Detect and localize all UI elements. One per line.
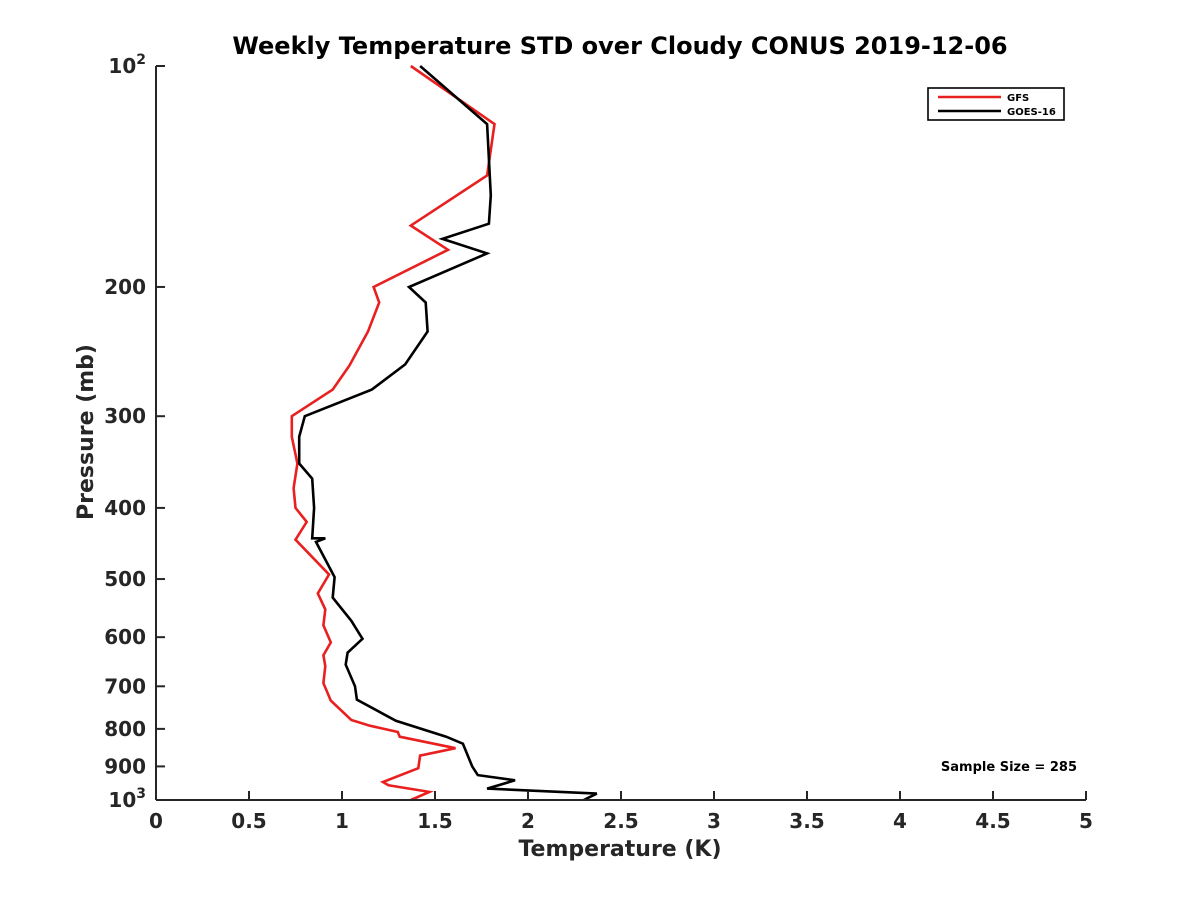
legend-label-goes-16: GOES-16 xyxy=(1007,107,1056,118)
x-tick-label: 5 xyxy=(1079,809,1093,833)
x-tick-label: 3 xyxy=(707,809,721,833)
chart-title: Weekly Temperature STD over Cloudy CONUS… xyxy=(232,32,1007,60)
y-tick-label: 700 xyxy=(104,674,146,698)
y-tick-label: 300 xyxy=(104,404,146,428)
legend-box xyxy=(927,87,1065,121)
x-tick-label: 0 xyxy=(149,809,163,833)
y-tick-label: 900 xyxy=(104,754,146,778)
y-tick-label: 600 xyxy=(104,625,146,649)
y-tick-label: 102 xyxy=(108,52,146,78)
y-axis-label: Pressure (mb) xyxy=(74,344,99,520)
x-tick-label: 1.5 xyxy=(417,809,452,833)
x-tick-label: 0.5 xyxy=(231,809,266,833)
x-tick-label: 3.5 xyxy=(789,809,824,833)
x-tick-label: 4 xyxy=(893,809,907,833)
sample-size-annotation: Sample Size = 285 xyxy=(941,760,1077,775)
x-tick-label: 2.5 xyxy=(603,809,638,833)
y-tick-label: 500 xyxy=(104,567,146,591)
y-tick-label: 200 xyxy=(104,275,146,299)
series-line-gfs xyxy=(290,64,496,802)
y-tick-label: 800 xyxy=(104,717,146,741)
x-axis-label: Temperature (K) xyxy=(518,837,721,862)
series-line-goes-16 xyxy=(297,65,598,802)
legend: GFS GOES-16 xyxy=(927,87,1065,121)
y-tick-label: 103 xyxy=(108,786,146,812)
y-tick-label: 400 xyxy=(104,496,146,520)
legend-label-gfs: GFS xyxy=(1007,93,1029,104)
x-tick-label: 1 xyxy=(335,809,349,833)
x-tick-label: 2 xyxy=(521,809,535,833)
x-tick-label: 4.5 xyxy=(975,809,1010,833)
